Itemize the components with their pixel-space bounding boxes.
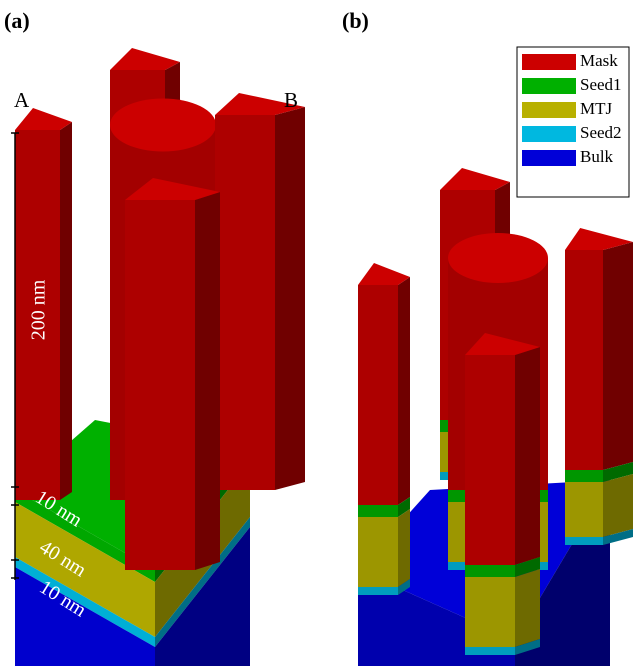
- legend-label: Bulk: [580, 147, 614, 166]
- pillar-front: [215, 115, 275, 490]
- pillar-side: [195, 192, 220, 570]
- pillar-layer: [465, 577, 515, 647]
- pillar-layer-side: [515, 569, 540, 647]
- legend-label: MTJ: [580, 99, 613, 118]
- pillar-layer: [358, 517, 398, 587]
- legend-label: Mask: [580, 51, 618, 70]
- pillar-layer: [358, 587, 398, 595]
- legend-label: Seed2: [580, 123, 622, 142]
- dimension-label: 200 nm: [28, 279, 50, 340]
- legend-swatch: [522, 54, 576, 70]
- pillar-side: [60, 122, 72, 500]
- pillar-layer: [565, 537, 603, 545]
- pillar-side: [275, 107, 305, 490]
- cylinder-top: [110, 99, 216, 152]
- pillar-layer: [358, 505, 398, 517]
- legend-swatch: [522, 150, 576, 166]
- pillar-layer: [465, 565, 515, 577]
- pillar-label: B: [284, 88, 298, 112]
- legend-swatch: [522, 102, 576, 118]
- pillar-front: [565, 250, 603, 470]
- legend-swatch: [522, 78, 576, 94]
- pillar-top: [110, 48, 180, 70]
- pillar-layer-side: [398, 509, 410, 587]
- pillar-layer: [565, 482, 603, 537]
- pillar-front: [465, 355, 515, 565]
- legend-label: Seed1: [580, 75, 622, 94]
- pillar-side: [515, 347, 540, 565]
- pillar-layer: [565, 470, 603, 482]
- pillar-front: [358, 285, 398, 505]
- figure: (a) (b) A B 200 nm 10 nm 40 nm 10 nm Mas…: [0, 0, 642, 666]
- pillar-side: [398, 277, 410, 505]
- pillar-top: [358, 263, 410, 285]
- panel-label: (b): [342, 8, 369, 33]
- pillar-top: [440, 168, 510, 190]
- pillar-layer: [465, 647, 515, 655]
- pillar-side: [603, 242, 633, 470]
- panel-label: (a): [4, 8, 30, 33]
- pillar-layer-side: [603, 474, 633, 537]
- pillar-front: [125, 200, 195, 570]
- pillar-label: A: [14, 88, 30, 112]
- legend-swatch: [522, 126, 576, 142]
- cylinder-top: [448, 233, 548, 283]
